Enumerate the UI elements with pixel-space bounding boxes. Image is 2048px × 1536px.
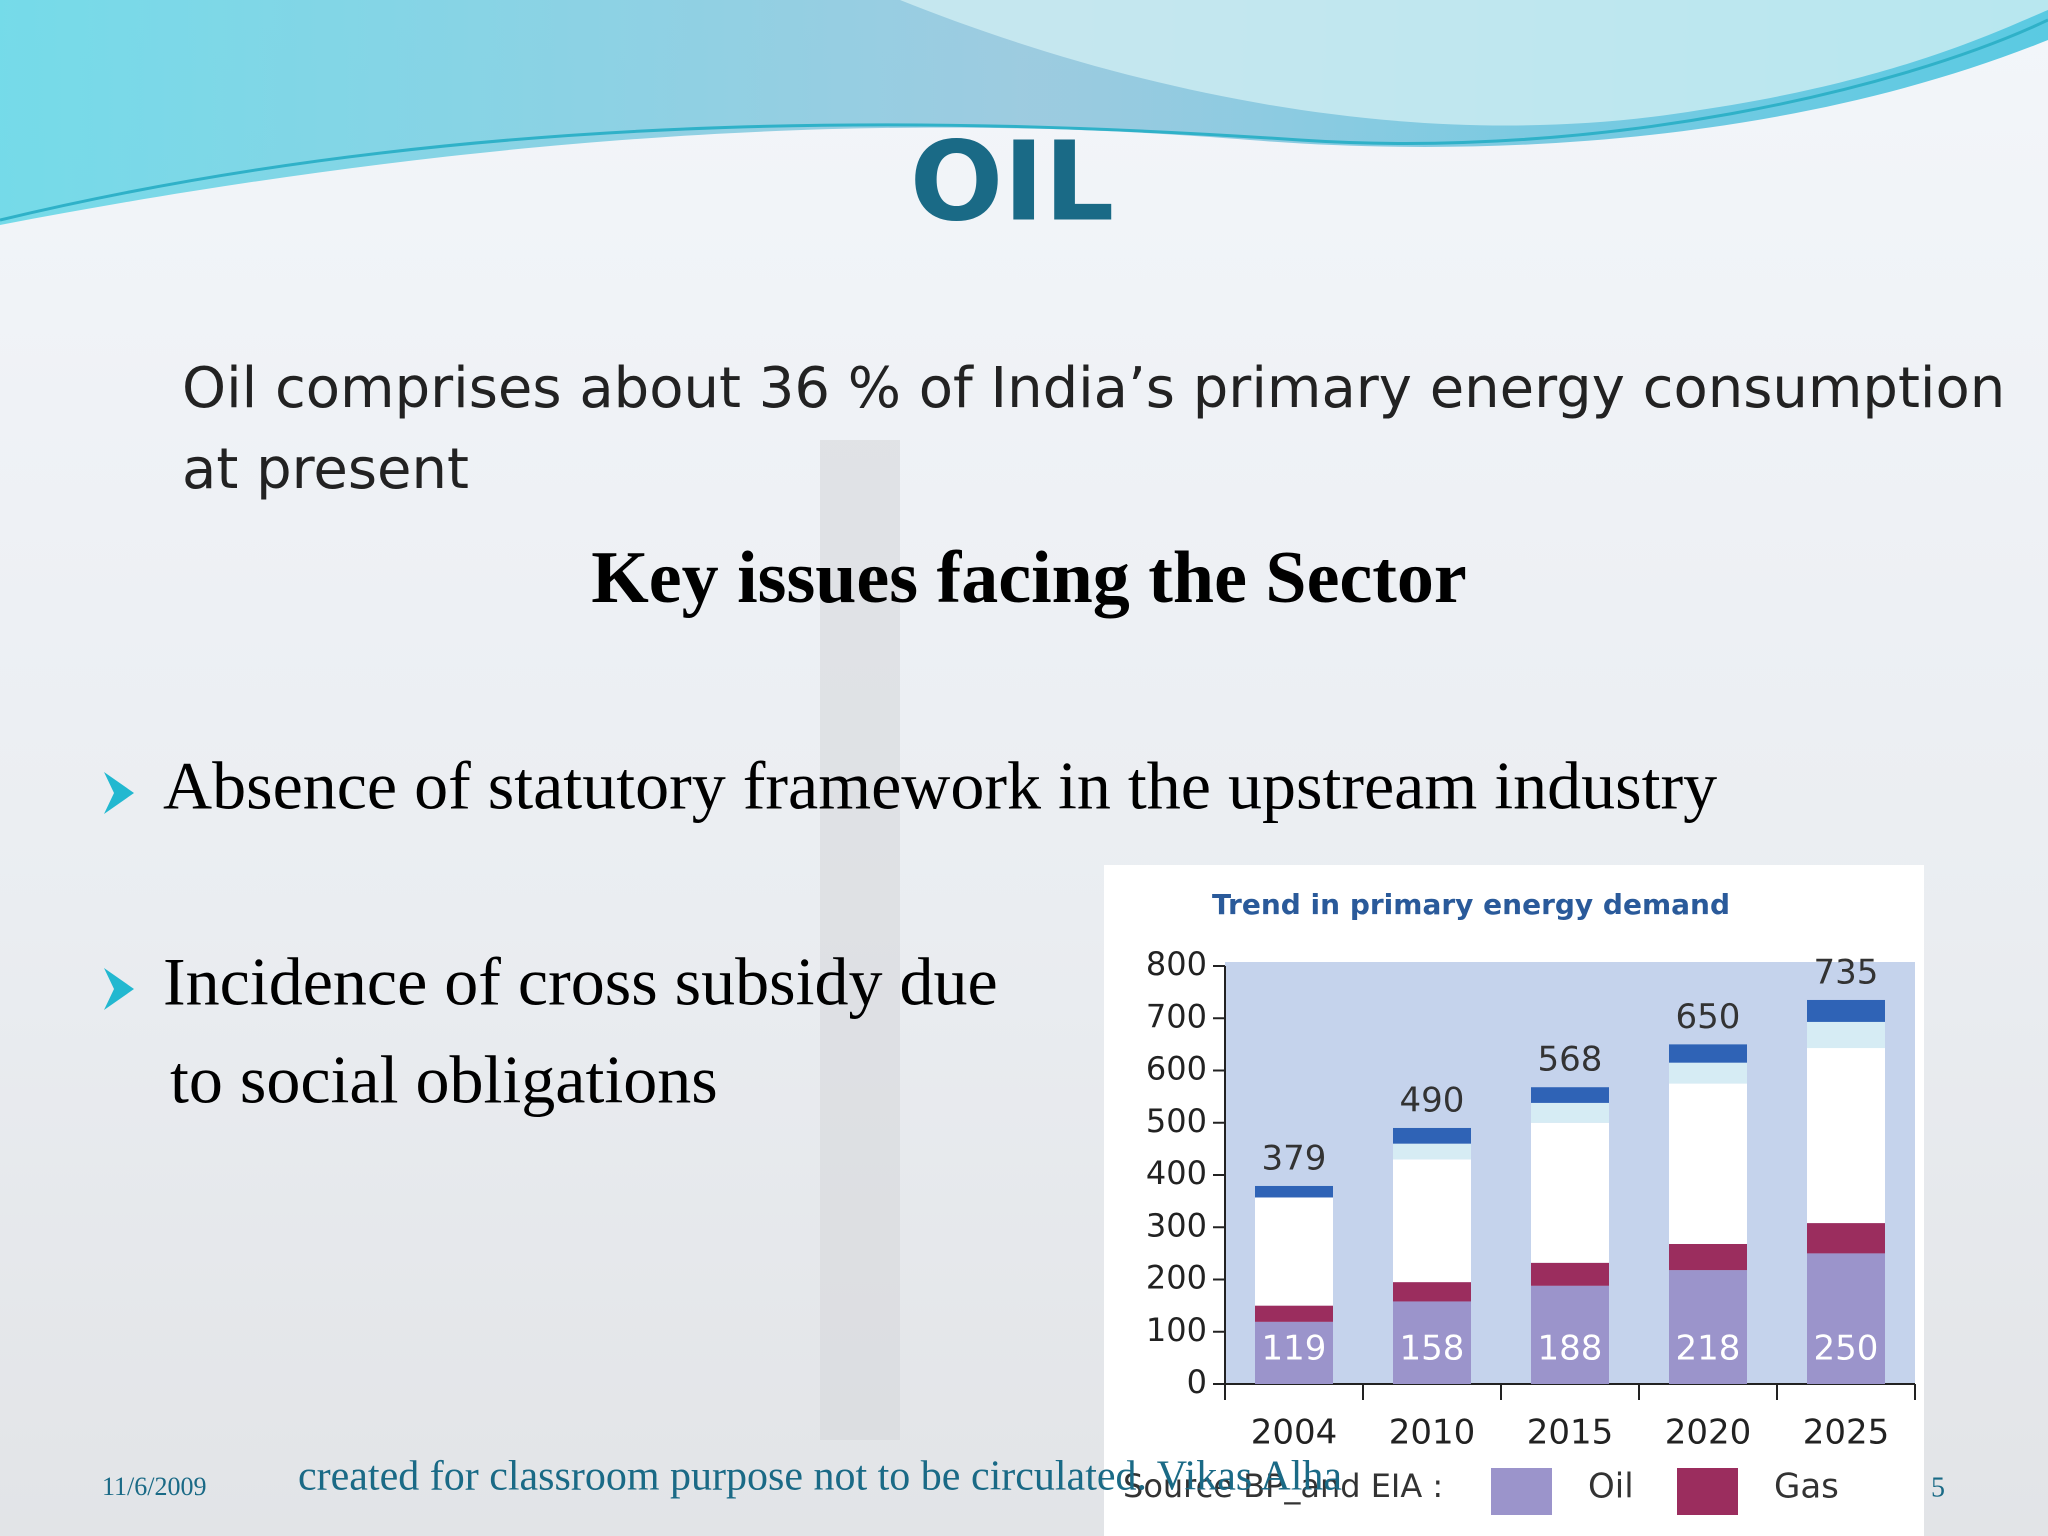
chart: Trend in primary energy demand Source BP… <box>1104 865 1924 1536</box>
value-label: 158 <box>1400 1329 1465 1369</box>
y-tick-label: 700 <box>1146 997 1207 1035</box>
bar-segment <box>1393 1159 1471 1283</box>
value-label: 188 <box>1538 1329 1603 1369</box>
bar-segment <box>1531 1285 1609 1384</box>
value-label: 218 <box>1676 1329 1741 1369</box>
y-tick-label: 800 <box>1146 945 1207 983</box>
section-heading: Key issues facing the Sector <box>591 537 1467 619</box>
bullet-text: to social obligations <box>170 1042 718 1118</box>
bar-segment <box>1669 1062 1747 1084</box>
y-tick-label: 0 <box>1187 1363 1207 1401</box>
bar-segment <box>1669 1083 1747 1244</box>
bar-segment <box>1255 1197 1333 1306</box>
bullet-arrow <box>104 772 134 814</box>
footer: 11/6/2009 created for classroom purpose … <box>102 1454 1945 1504</box>
bar-segment <box>1531 1102 1609 1123</box>
x-tick-label: 2025 <box>1803 1413 1890 1453</box>
total-label: 650 <box>1676 997 1741 1037</box>
x-tick-label: 2015 <box>1527 1413 1614 1453</box>
value-label: 119 <box>1262 1329 1327 1369</box>
intro-line: at present <box>182 437 469 502</box>
value-label: 250 <box>1814 1329 1879 1369</box>
legend-swatch <box>1677 1468 1738 1515</box>
bar-segment <box>1807 999 1885 1022</box>
bar-segment <box>1255 1321 1333 1384</box>
bar-segment <box>1255 1185 1333 1198</box>
total-label: 490 <box>1400 1080 1465 1120</box>
bullet-text: Incidence of cross subsidy due <box>163 944 998 1020</box>
bar-segment <box>1807 1021 1885 1049</box>
slide-title: OIL <box>910 117 1115 245</box>
wave-line <box>0 18 2048 222</box>
y-tick-label: 500 <box>1146 1102 1207 1140</box>
bar-segment <box>1531 1087 1609 1103</box>
bullet-text: Absence of statutory framework in the up… <box>163 748 1717 824</box>
legend-label: Oil <box>1588 1467 1634 1507</box>
footer-credit: created for classroom purpose not to be … <box>298 1454 1342 1500</box>
bar-segment <box>1393 1301 1471 1384</box>
legend-swatch <box>1491 1468 1552 1515</box>
bar-segment <box>1393 1143 1471 1160</box>
chart-source: Source BP_and EIA : <box>1123 1467 1443 1505</box>
y-tick-label: 300 <box>1146 1206 1207 1244</box>
bar-segment <box>1669 1270 1747 1384</box>
bar-segment <box>1393 1282 1471 1302</box>
y-tick-label: 400 <box>1146 1154 1207 1192</box>
x-tick-label: 2010 <box>1389 1413 1476 1453</box>
x-tick-label: 2020 <box>1665 1413 1752 1453</box>
bullet-arrow <box>104 968 134 1010</box>
intro-line: Oil comprises about 36 % of India’s prim… <box>182 356 2005 421</box>
bar-segment <box>1807 1048 1885 1224</box>
chart-title: Trend in primary energy demand <box>1212 888 1730 921</box>
footer-date: 11/6/2009 <box>102 1472 206 1501</box>
bar-segment <box>1807 1223 1885 1254</box>
total-label: 379 <box>1262 1138 1327 1178</box>
bar-segment <box>1669 1044 1747 1063</box>
bar-segment <box>1255 1305 1333 1322</box>
bar-segment <box>1669 1243 1747 1271</box>
y-tick-label: 200 <box>1146 1259 1207 1297</box>
rig-silhouette <box>820 440 900 1440</box>
bar-segment <box>1531 1262 1609 1286</box>
bar-segment <box>1393 1127 1471 1144</box>
y-tick-label: 100 <box>1146 1311 1207 1349</box>
bar-segment <box>1807 1253 1885 1384</box>
x-tick-label: 2004 <box>1251 1413 1338 1453</box>
wave-highlight <box>900 0 2048 126</box>
total-label: 568 <box>1538 1040 1603 1080</box>
page-number: 5 <box>1931 1472 1945 1503</box>
total-label: 735 <box>1814 952 1879 992</box>
y-tick-label: 600 <box>1146 1050 1207 1088</box>
legend-label: Gas <box>1774 1467 1839 1507</box>
bar-segment <box>1531 1122 1609 1263</box>
